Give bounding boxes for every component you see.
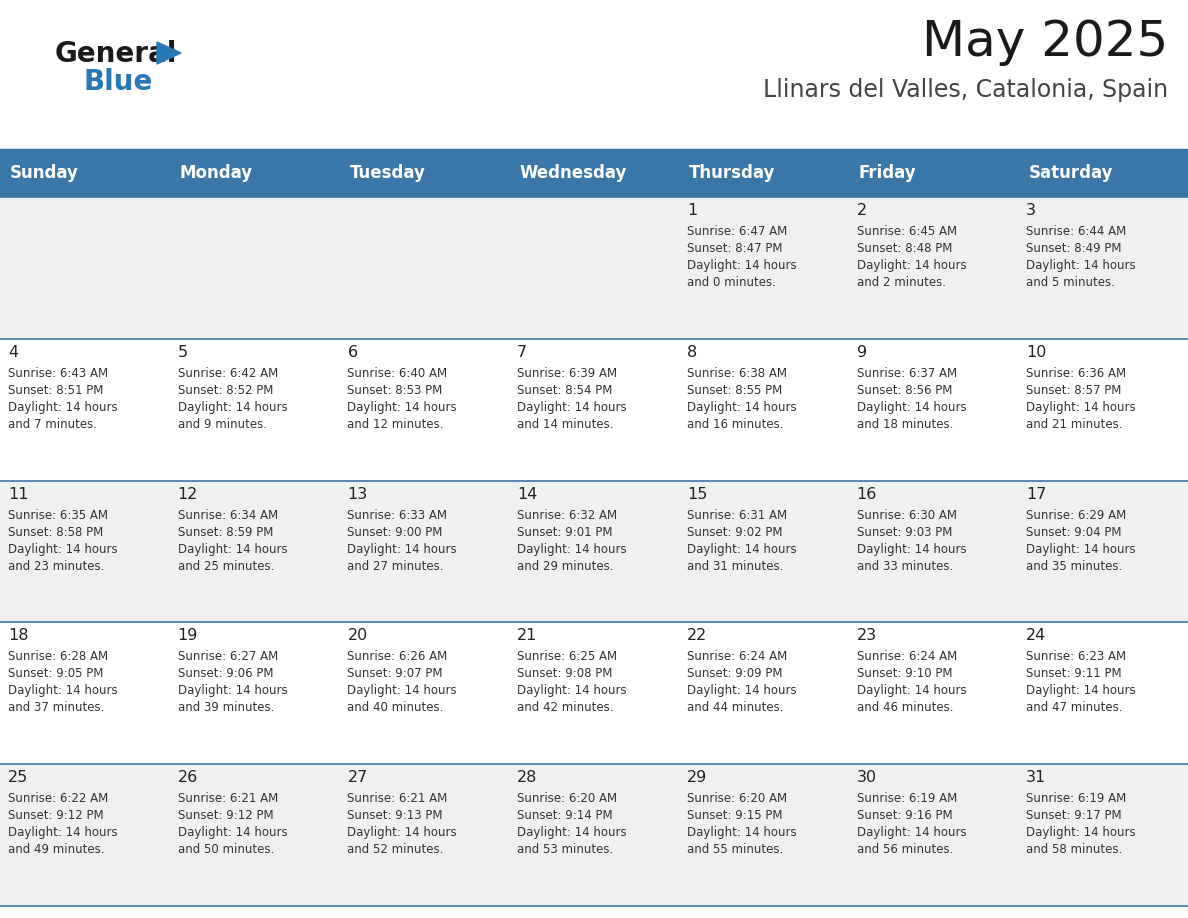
Bar bbox=[0, 339, 1188, 481]
Text: Sunrise: 6:34 AM
Sunset: 8:59 PM
Daylight: 14 hours
and 25 minutes.: Sunrise: 6:34 AM Sunset: 8:59 PM Dayligh… bbox=[178, 509, 287, 573]
Text: Sunrise: 6:29 AM
Sunset: 9:04 PM
Daylight: 14 hours
and 35 minutes.: Sunrise: 6:29 AM Sunset: 9:04 PM Dayligh… bbox=[1026, 509, 1136, 573]
Text: Sunrise: 6:40 AM
Sunset: 8:53 PM
Daylight: 14 hours
and 12 minutes.: Sunrise: 6:40 AM Sunset: 8:53 PM Dayligh… bbox=[347, 367, 457, 431]
Text: May 2025: May 2025 bbox=[922, 18, 1168, 66]
Text: Sunrise: 6:24 AM
Sunset: 9:10 PM
Daylight: 14 hours
and 46 minutes.: Sunrise: 6:24 AM Sunset: 9:10 PM Dayligh… bbox=[857, 650, 966, 714]
Text: 17: 17 bbox=[1026, 487, 1047, 501]
Text: Sunrise: 6:19 AM
Sunset: 9:17 PM
Daylight: 14 hours
and 58 minutes.: Sunrise: 6:19 AM Sunset: 9:17 PM Dayligh… bbox=[1026, 792, 1136, 856]
Text: 31: 31 bbox=[1026, 770, 1047, 785]
Text: 25: 25 bbox=[8, 770, 29, 785]
Text: Sunrise: 6:44 AM
Sunset: 8:49 PM
Daylight: 14 hours
and 5 minutes.: Sunrise: 6:44 AM Sunset: 8:49 PM Dayligh… bbox=[1026, 225, 1136, 289]
Bar bbox=[0, 622, 1188, 764]
Text: 27: 27 bbox=[347, 770, 367, 785]
Text: Sunrise: 6:24 AM
Sunset: 9:09 PM
Daylight: 14 hours
and 44 minutes.: Sunrise: 6:24 AM Sunset: 9:09 PM Dayligh… bbox=[687, 650, 796, 714]
Text: Sunrise: 6:30 AM
Sunset: 9:03 PM
Daylight: 14 hours
and 33 minutes.: Sunrise: 6:30 AM Sunset: 9:03 PM Dayligh… bbox=[857, 509, 966, 573]
Text: Sunrise: 6:19 AM
Sunset: 9:16 PM
Daylight: 14 hours
and 56 minutes.: Sunrise: 6:19 AM Sunset: 9:16 PM Dayligh… bbox=[857, 792, 966, 856]
Text: Sunrise: 6:33 AM
Sunset: 9:00 PM
Daylight: 14 hours
and 27 minutes.: Sunrise: 6:33 AM Sunset: 9:00 PM Dayligh… bbox=[347, 509, 457, 573]
Text: Blue: Blue bbox=[83, 68, 152, 96]
Text: Tuesday: Tuesday bbox=[349, 164, 425, 183]
Text: Sunrise: 6:26 AM
Sunset: 9:07 PM
Daylight: 14 hours
and 40 minutes.: Sunrise: 6:26 AM Sunset: 9:07 PM Dayligh… bbox=[347, 650, 457, 714]
Text: 14: 14 bbox=[517, 487, 537, 501]
Text: 9: 9 bbox=[857, 345, 867, 360]
Text: Sunday: Sunday bbox=[10, 164, 78, 183]
Text: Thursday: Thursday bbox=[689, 164, 776, 183]
Text: General: General bbox=[55, 40, 177, 68]
Text: Wednesday: Wednesday bbox=[519, 164, 626, 183]
Text: 18: 18 bbox=[8, 629, 29, 644]
Polygon shape bbox=[157, 42, 181, 64]
Text: 21: 21 bbox=[517, 629, 537, 644]
Text: Sunrise: 6:21 AM
Sunset: 9:12 PM
Daylight: 14 hours
and 50 minutes.: Sunrise: 6:21 AM Sunset: 9:12 PM Dayligh… bbox=[178, 792, 287, 856]
Bar bbox=[0, 150, 1188, 197]
Text: Sunrise: 6:38 AM
Sunset: 8:55 PM
Daylight: 14 hours
and 16 minutes.: Sunrise: 6:38 AM Sunset: 8:55 PM Dayligh… bbox=[687, 367, 796, 431]
Text: 22: 22 bbox=[687, 629, 707, 644]
Text: 19: 19 bbox=[178, 629, 198, 644]
Text: Sunrise: 6:22 AM
Sunset: 9:12 PM
Daylight: 14 hours
and 49 minutes.: Sunrise: 6:22 AM Sunset: 9:12 PM Dayligh… bbox=[8, 792, 118, 856]
Text: Llinars del Valles, Catalonia, Spain: Llinars del Valles, Catalonia, Spain bbox=[763, 78, 1168, 102]
Text: 5: 5 bbox=[178, 345, 188, 360]
Text: Sunrise: 6:31 AM
Sunset: 9:02 PM
Daylight: 14 hours
and 31 minutes.: Sunrise: 6:31 AM Sunset: 9:02 PM Dayligh… bbox=[687, 509, 796, 573]
Bar bbox=[0, 197, 1188, 339]
Text: 28: 28 bbox=[517, 770, 537, 785]
Text: Sunrise: 6:23 AM
Sunset: 9:11 PM
Daylight: 14 hours
and 47 minutes.: Sunrise: 6:23 AM Sunset: 9:11 PM Dayligh… bbox=[1026, 650, 1136, 714]
Text: 1: 1 bbox=[687, 203, 697, 218]
Text: Friday: Friday bbox=[859, 164, 916, 183]
Text: Sunrise: 6:37 AM
Sunset: 8:56 PM
Daylight: 14 hours
and 18 minutes.: Sunrise: 6:37 AM Sunset: 8:56 PM Dayligh… bbox=[857, 367, 966, 431]
Text: Sunrise: 6:39 AM
Sunset: 8:54 PM
Daylight: 14 hours
and 14 minutes.: Sunrise: 6:39 AM Sunset: 8:54 PM Dayligh… bbox=[517, 367, 627, 431]
Text: 12: 12 bbox=[178, 487, 198, 501]
Text: 8: 8 bbox=[687, 345, 697, 360]
Bar bbox=[0, 764, 1188, 906]
Text: 11: 11 bbox=[8, 487, 29, 501]
Bar bbox=[0, 481, 1188, 622]
Text: Sunrise: 6:32 AM
Sunset: 9:01 PM
Daylight: 14 hours
and 29 minutes.: Sunrise: 6:32 AM Sunset: 9:01 PM Dayligh… bbox=[517, 509, 627, 573]
Text: Sunrise: 6:43 AM
Sunset: 8:51 PM
Daylight: 14 hours
and 7 minutes.: Sunrise: 6:43 AM Sunset: 8:51 PM Dayligh… bbox=[8, 367, 118, 431]
Text: 29: 29 bbox=[687, 770, 707, 785]
Text: Sunrise: 6:47 AM
Sunset: 8:47 PM
Daylight: 14 hours
and 0 minutes.: Sunrise: 6:47 AM Sunset: 8:47 PM Dayligh… bbox=[687, 225, 796, 289]
Text: 30: 30 bbox=[857, 770, 877, 785]
Text: 6: 6 bbox=[347, 345, 358, 360]
Text: Sunrise: 6:42 AM
Sunset: 8:52 PM
Daylight: 14 hours
and 9 minutes.: Sunrise: 6:42 AM Sunset: 8:52 PM Dayligh… bbox=[178, 367, 287, 431]
Text: Sunrise: 6:27 AM
Sunset: 9:06 PM
Daylight: 14 hours
and 39 minutes.: Sunrise: 6:27 AM Sunset: 9:06 PM Dayligh… bbox=[178, 650, 287, 714]
Text: Sunrise: 6:35 AM
Sunset: 8:58 PM
Daylight: 14 hours
and 23 minutes.: Sunrise: 6:35 AM Sunset: 8:58 PM Dayligh… bbox=[8, 509, 118, 573]
Text: Sunrise: 6:21 AM
Sunset: 9:13 PM
Daylight: 14 hours
and 52 minutes.: Sunrise: 6:21 AM Sunset: 9:13 PM Dayligh… bbox=[347, 792, 457, 856]
Text: 10: 10 bbox=[1026, 345, 1047, 360]
Text: 2: 2 bbox=[857, 203, 867, 218]
Text: Sunrise: 6:25 AM
Sunset: 9:08 PM
Daylight: 14 hours
and 42 minutes.: Sunrise: 6:25 AM Sunset: 9:08 PM Dayligh… bbox=[517, 650, 627, 714]
Text: Sunrise: 6:28 AM
Sunset: 9:05 PM
Daylight: 14 hours
and 37 minutes.: Sunrise: 6:28 AM Sunset: 9:05 PM Dayligh… bbox=[8, 650, 118, 714]
Text: Sunrise: 6:20 AM
Sunset: 9:14 PM
Daylight: 14 hours
and 53 minutes.: Sunrise: 6:20 AM Sunset: 9:14 PM Dayligh… bbox=[517, 792, 627, 856]
Text: 4: 4 bbox=[8, 345, 18, 360]
Text: Monday: Monday bbox=[179, 164, 253, 183]
Text: Sunrise: 6:20 AM
Sunset: 9:15 PM
Daylight: 14 hours
and 55 minutes.: Sunrise: 6:20 AM Sunset: 9:15 PM Dayligh… bbox=[687, 792, 796, 856]
Text: Saturday: Saturday bbox=[1029, 164, 1113, 183]
Text: 26: 26 bbox=[178, 770, 198, 785]
Text: 7: 7 bbox=[517, 345, 527, 360]
Text: Sunrise: 6:36 AM
Sunset: 8:57 PM
Daylight: 14 hours
and 21 minutes.: Sunrise: 6:36 AM Sunset: 8:57 PM Dayligh… bbox=[1026, 367, 1136, 431]
Text: 20: 20 bbox=[347, 629, 367, 644]
Text: 13: 13 bbox=[347, 487, 367, 501]
Text: 24: 24 bbox=[1026, 629, 1047, 644]
Text: 16: 16 bbox=[857, 487, 877, 501]
Text: 15: 15 bbox=[687, 487, 707, 501]
Text: 23: 23 bbox=[857, 629, 877, 644]
Text: 3: 3 bbox=[1026, 203, 1036, 218]
Text: Sunrise: 6:45 AM
Sunset: 8:48 PM
Daylight: 14 hours
and 2 minutes.: Sunrise: 6:45 AM Sunset: 8:48 PM Dayligh… bbox=[857, 225, 966, 289]
